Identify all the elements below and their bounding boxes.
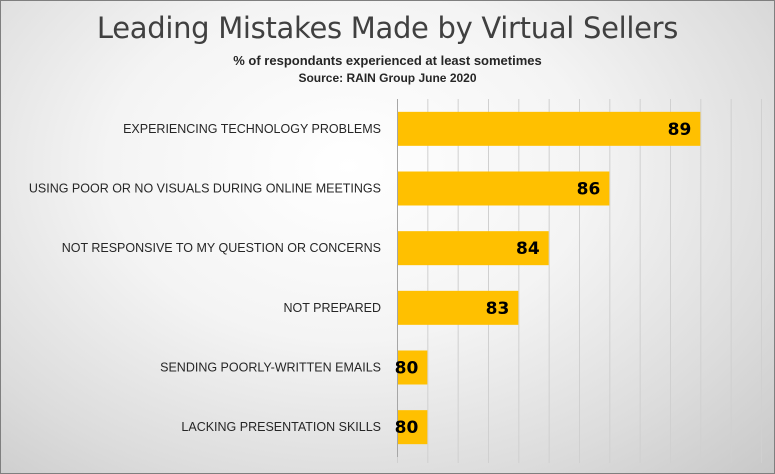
bar <box>398 410 428 445</box>
data-label: 84 <box>516 239 540 259</box>
category-label: NOT RESPONSIVE TO MY QUESTION OR CONCERN… <box>62 241 381 255</box>
category-label: EXPERIENCING TECHNOLOGY PROBLEMS <box>123 122 381 136</box>
data-label: 86 <box>577 180 601 200</box>
data-label: 80 <box>395 418 419 438</box>
category-label: SENDING POORLY-WRITTEN EMAILS <box>160 361 381 375</box>
bar <box>398 111 701 146</box>
chart-title: Leading Mistakes Made by Virtual Sellers <box>96 11 679 45</box>
data-label: 89 <box>668 120 692 140</box>
bar <box>398 231 549 266</box>
bar <box>398 350 428 385</box>
data-label: 80 <box>395 359 419 379</box>
data-label: 83 <box>486 299 510 319</box>
chart-source: Source: RAIN Group June 2020 <box>298 71 477 85</box>
bar <box>398 171 610 206</box>
chart-subtitle: % of respondants experienced at least so… <box>233 53 542 68</box>
category-label: NOT PREPARED <box>284 301 381 315</box>
category-label: LACKING PRESENTATION SKILLS <box>181 420 381 434</box>
bar <box>398 290 519 325</box>
category-label: USING POOR OR NO VISUALS DURING ONLINE M… <box>29 182 381 196</box>
